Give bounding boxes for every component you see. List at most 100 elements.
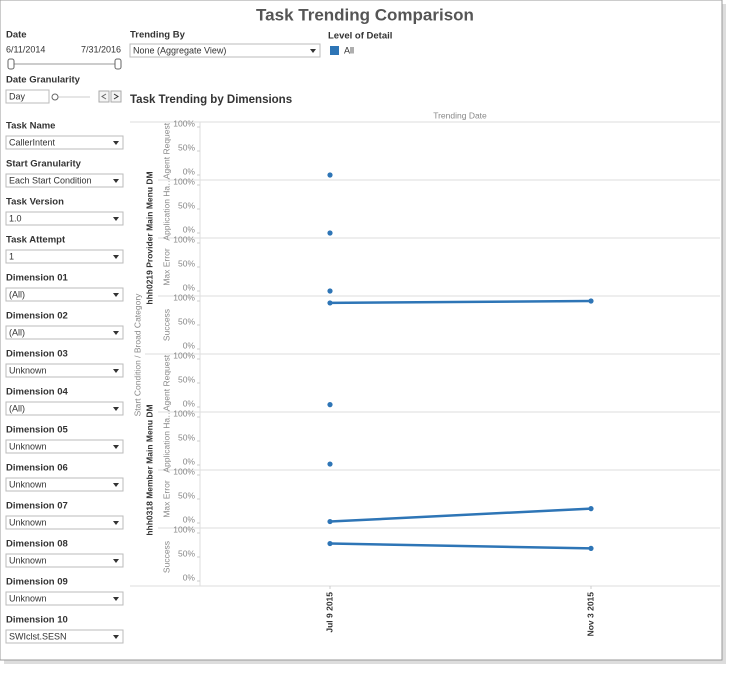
dropdown-arrow bbox=[113, 293, 119, 297]
data-point bbox=[327, 300, 333, 306]
filter-dropdown[interactable] bbox=[5, 249, 124, 264]
trend-line bbox=[329, 507, 592, 523]
next-button[interactable] bbox=[110, 90, 122, 103]
y-tick-label: 50% bbox=[178, 374, 195, 384]
panel-label: Application Ha… bbox=[161, 409, 171, 472]
filter-label: Dimension 03 bbox=[6, 349, 68, 360]
slider-handle[interactable] bbox=[7, 58, 15, 70]
filter-label: Dimension 07 bbox=[6, 501, 68, 512]
data-point bbox=[588, 545, 594, 551]
filter-value: Unknown bbox=[9, 517, 47, 527]
filter-label: Dimension 01 bbox=[6, 273, 68, 284]
y-tick-label: 50% bbox=[178, 490, 195, 500]
group-label: hhh0219 Provider Main Menu DM bbox=[144, 171, 154, 304]
legend-item: All bbox=[344, 45, 354, 55]
filter-value: Unknown bbox=[9, 365, 47, 375]
y-axis-title: Start Condition / Broad Category bbox=[132, 293, 142, 417]
next-icon bbox=[113, 93, 119, 100]
y-tick-label: 50% bbox=[178, 258, 195, 268]
y-tick-label: 0% bbox=[183, 398, 196, 408]
filter-dropdown[interactable] bbox=[5, 325, 124, 340]
y-tick-label: 100% bbox=[173, 408, 195, 418]
filter-value: Unknown bbox=[9, 479, 47, 489]
dropdown-arrow bbox=[113, 483, 119, 487]
x-tick-label: Jul 9 2015 bbox=[324, 592, 334, 633]
filter-label: Dimension 10 bbox=[6, 615, 68, 626]
panel-label: Agent Request bbox=[161, 122, 171, 179]
filter-label: Task Name bbox=[6, 121, 55, 132]
panel-label: Max Error bbox=[161, 248, 171, 285]
filter-dropdown[interactable] bbox=[5, 211, 124, 226]
dropdown-arrow bbox=[113, 179, 119, 183]
y-tick-label: 0% bbox=[183, 456, 196, 466]
data-point bbox=[327, 518, 333, 525]
filter-label: Start Granularity bbox=[6, 159, 82, 170]
y-tick-label: 100% bbox=[173, 466, 195, 476]
data-point bbox=[327, 172, 333, 178]
legend-swatch bbox=[330, 46, 339, 55]
dropdown-arrow bbox=[113, 331, 119, 335]
group-label: hhh0318 Member Main Menu DM bbox=[144, 404, 154, 535]
filter-value: 1 bbox=[9, 251, 14, 261]
y-tick-label: 0% bbox=[183, 224, 196, 234]
y-tick-label: 50% bbox=[178, 142, 195, 152]
filter-dropdown[interactable] bbox=[5, 135, 124, 150]
prev-button[interactable] bbox=[98, 90, 110, 103]
dropdown-arrow bbox=[113, 559, 119, 563]
slider-handle[interactable] bbox=[51, 93, 59, 101]
y-tick-label: 0% bbox=[183, 166, 196, 176]
dropdown-arrow bbox=[113, 597, 119, 601]
date-start: 6/11/2014 bbox=[6, 44, 45, 54]
y-tick-label: 100% bbox=[173, 234, 195, 244]
filter-dropdown[interactable] bbox=[5, 591, 124, 606]
y-tick-label: 0% bbox=[183, 340, 196, 350]
filter-dropdown[interactable] bbox=[5, 173, 124, 188]
filter-value: SWIclst.SESN bbox=[9, 631, 67, 641]
y-tick-label: 50% bbox=[178, 200, 195, 210]
granularity-box[interactable] bbox=[5, 89, 50, 104]
panel-label: Agent Request bbox=[161, 354, 171, 411]
chart-title: Task Trending by Dimensions bbox=[130, 94, 292, 106]
date-end: 7/31/2016 bbox=[81, 44, 121, 54]
filter-dropdown[interactable] bbox=[5, 287, 124, 302]
panel-label: Success bbox=[161, 309, 171, 341]
data-point bbox=[588, 506, 594, 512]
dropdown-arrow bbox=[113, 635, 119, 639]
filter-value: Unknown bbox=[9, 593, 47, 603]
y-tick-label: 100% bbox=[173, 524, 195, 534]
filter-dropdown[interactable] bbox=[5, 553, 124, 568]
filter-value: (All) bbox=[9, 327, 25, 337]
filter-dropdown[interactable] bbox=[5, 363, 124, 378]
trend-line bbox=[329, 542, 592, 550]
date-label: Date bbox=[6, 30, 27, 41]
y-tick-label: 0% bbox=[183, 572, 196, 582]
title: Task Trending Comparison bbox=[256, 5, 474, 24]
y-tick-label: 0% bbox=[183, 514, 196, 524]
filter-label: Dimension 04 bbox=[6, 387, 68, 398]
trending-by-dropdown[interactable] bbox=[129, 43, 321, 58]
filter-value: (All) bbox=[9, 289, 25, 299]
dropdown-arrow bbox=[113, 369, 119, 373]
x-axis-title: Trending Date bbox=[433, 110, 487, 120]
y-tick-label: 100% bbox=[173, 350, 195, 360]
filter-value: Each Start Condition bbox=[9, 175, 92, 185]
dropdown-arrow bbox=[113, 445, 119, 449]
filter-label: Dimension 08 bbox=[6, 539, 68, 550]
filter-dropdown[interactable] bbox=[5, 401, 124, 416]
x-tick-label: Nov 3 2015 bbox=[585, 592, 595, 637]
filter-label: Dimension 09 bbox=[6, 577, 68, 588]
filter-dropdown[interactable] bbox=[5, 477, 124, 492]
filter-label: Dimension 02 bbox=[6, 311, 68, 322]
granularity-value: Day bbox=[9, 91, 26, 101]
lod-label: Level of Detail bbox=[328, 31, 392, 42]
filter-value: (All) bbox=[9, 403, 25, 413]
data-point bbox=[327, 288, 333, 294]
slider-handle[interactable] bbox=[114, 58, 122, 70]
panel-label: Success bbox=[161, 541, 171, 573]
filter-dropdown[interactable] bbox=[5, 439, 124, 454]
filter-dropdown[interactable] bbox=[5, 515, 124, 530]
filter-label: Task Version bbox=[6, 197, 64, 208]
filter-dropdown[interactable] bbox=[5, 629, 124, 644]
